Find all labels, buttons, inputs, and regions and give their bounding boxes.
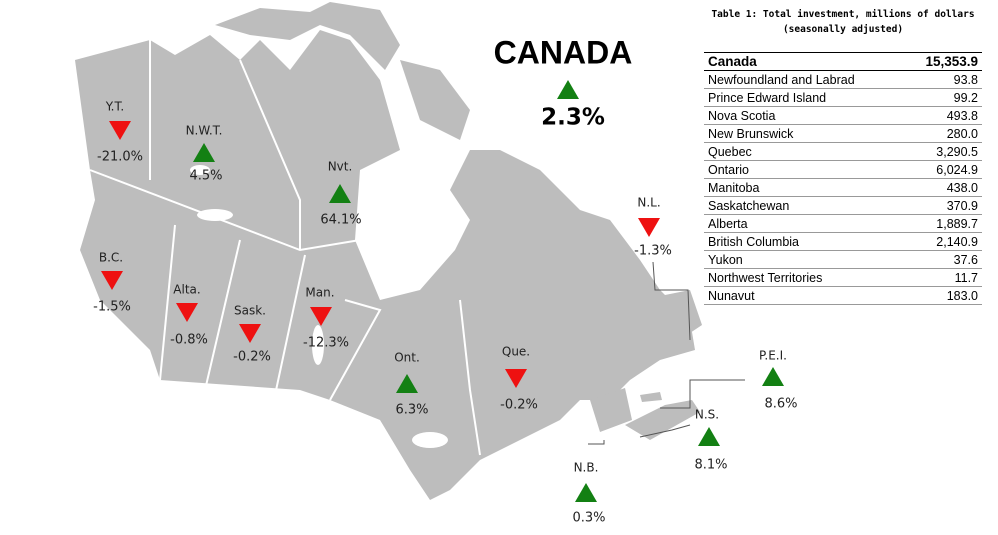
table-row: Saskatchewan 370.9 [704,196,982,215]
row-value: 11.7 [903,268,982,287]
region-label: N.S. [695,408,719,422]
table-row: Ontario 6,024.9 [704,160,982,179]
row-name: Saskatchewan [704,196,904,215]
row-value: 493.8 [903,106,982,125]
region-change: -21.0% [97,150,143,165]
row-value: 6,024.9 [903,160,982,179]
row-name: British Columbia [704,232,904,251]
region-change: 8.1% [694,458,727,473]
region-label: Alta. [173,283,200,297]
table-row: Northwest Territories 11.7 [704,268,982,287]
data-table: Table 1: Total investment, millions of d… [704,6,982,305]
row-name: Manitoba [704,178,904,197]
region-change: -0.8% [170,333,208,348]
row-value: 15,353.9 [903,52,982,71]
row-value: 280.0 [903,124,982,143]
arrow-down [101,271,123,290]
row-value: 93.8 [903,70,982,89]
region-label: P.E.I. [759,349,787,363]
title: CANADA [494,34,633,70]
region-change: 64.1% [320,213,361,228]
row-name: Yukon [704,250,904,269]
arrow-down [505,369,527,388]
row-value: 37.6 [903,250,982,269]
row-name: Prince Edward Island [704,88,904,107]
row-value: 3,290.5 [903,142,982,161]
table-row: Prince Edward Island 99.2 [704,88,982,107]
table-row: Quebec 3,290.5 [704,142,982,161]
lakes [190,165,448,448]
region-label: Nvt. [328,160,353,174]
arrow-up [396,374,418,393]
region-change: -0.2% [500,398,538,413]
arrow-down [176,303,198,322]
arrow-down [109,121,131,140]
arrow-up [557,80,579,99]
table-row: Yukon 37.6 [704,250,982,269]
row-value: 99.2 [903,88,982,107]
row-name: Northwest Territories [704,268,904,287]
region-change: -0.2% [233,350,271,365]
region-change: 4.5% [189,169,222,184]
region-label: Que. [502,345,530,359]
arrow-up [762,367,784,386]
canada-change: 2.3% [541,105,605,131]
row-value: 438.0 [903,178,982,197]
arrow-up [575,483,597,502]
region-label: N.W.T. [186,124,223,138]
region-change: -1.3% [634,244,672,259]
row-name: New Brunswick [704,124,904,143]
region-label: Y.T. [105,100,124,114]
landmass [75,2,702,500]
arrow-down [310,307,332,326]
region-change: -1.5% [93,300,131,315]
region-label: Sask. [234,304,266,318]
arrow-up [193,143,215,162]
region-label: N.L. [637,196,660,210]
table-row: New Brunswick 280.0 [704,124,982,143]
row-name: Newfoundland and Labrad [704,70,904,89]
table-title: Table 1: Total investment, millions of d… [711,9,975,20]
arrow-up [698,427,720,446]
row-name: Nunavut [704,286,904,305]
row-name: Canada [704,52,904,71]
region-label: Man. [305,286,334,300]
region-label: N.B. [574,461,599,475]
arrow-up [329,184,351,203]
arrow-down [638,218,660,237]
row-name: Ontario [704,160,904,179]
region-change: 0.3% [572,511,605,526]
region-change: 8.6% [764,397,797,412]
row-name: Nova Scotia [704,106,904,125]
row-value: 370.9 [903,196,982,215]
table-body: Canada 15,353.9 Newfoundland and Labrad 93.… [704,52,982,305]
row-value: 183.0 [903,286,982,305]
region-label: Ont. [394,351,420,365]
arrow-down [239,324,261,343]
row-name: Alberta [704,214,904,233]
table-row: Alberta 1,889.7 [704,214,982,233]
region-change: 6.3% [395,403,428,418]
table-row: Nova Scotia 493.8 [704,106,982,125]
table-row: British Columbia 2,140.9 [704,232,982,251]
table-subtitle: (seasonally adjusted) [782,24,904,35]
region-change: -12.3% [303,336,349,351]
table-row: Manitoba 438.0 [704,178,982,197]
table-row: Canada 15,353.9 [704,52,982,71]
row-name: Quebec [704,142,904,161]
row-value: 2,140.9 [903,232,982,251]
borders [89,40,481,456]
row-value: 1,889.7 [903,214,982,233]
table-row: Nunavut 183.0 [704,286,982,305]
table-row: Newfoundland and Labrad 93.8 [704,70,982,89]
region-label: B.C. [99,251,123,265]
leader-lines [588,261,745,445]
